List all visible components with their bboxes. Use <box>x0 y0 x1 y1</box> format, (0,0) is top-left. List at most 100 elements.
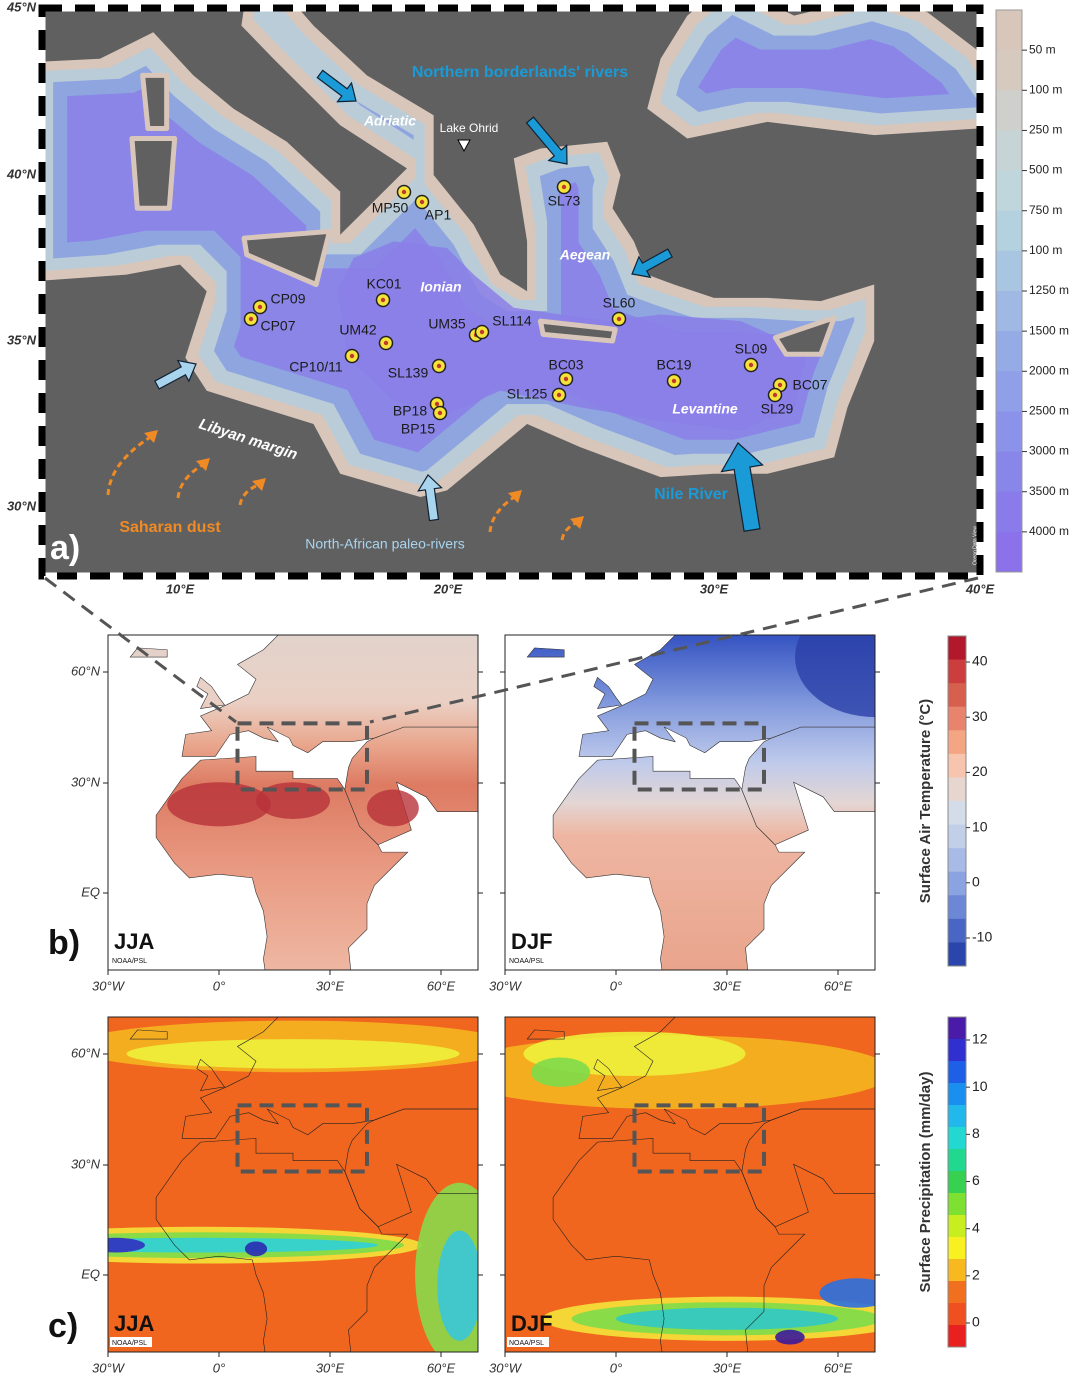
map <box>108 1017 478 1352</box>
depth-label: 100 m <box>1029 243 1062 257</box>
site-core <box>380 297 386 303</box>
lon-label: 20°E <box>433 581 463 596</box>
lat-label: 60°N <box>71 663 101 678</box>
dust-arrow-head <box>196 458 210 471</box>
lat-label: 30°N <box>71 1156 101 1171</box>
panel-label: b) <box>48 924 80 962</box>
colorbar-band <box>948 871 966 896</box>
precip-blob <box>616 1307 838 1330</box>
map <box>108 635 478 970</box>
depth-label: 500 m <box>1029 163 1062 177</box>
colorbar-label: 20 <box>972 763 988 779</box>
colorbar-band <box>948 918 966 943</box>
arrow <box>720 442 764 532</box>
colorbar-title: Surface Air Temperature (°C) <box>917 699 934 903</box>
source-label: NOAA/PSL <box>112 958 147 965</box>
land-temperature <box>741 726 875 846</box>
site-label: SL73 <box>548 193 581 209</box>
colorbar-band <box>948 895 966 920</box>
depth-band <box>996 10 1022 51</box>
study-box <box>235 1103 369 1174</box>
dust-arrow <box>488 494 517 533</box>
site-label: BC19 <box>656 357 691 373</box>
colorbar-band <box>948 824 966 849</box>
site-core <box>777 382 783 388</box>
colorbar-band <box>948 730 966 755</box>
lon-label: 0° <box>213 1360 225 1375</box>
lon-label: 10°E <box>166 581 195 596</box>
precip-blob <box>819 1278 875 1308</box>
colorbar-label: 8 <box>972 1125 980 1141</box>
lon-label: 60°E <box>824 1360 853 1375</box>
annotation: Nile River <box>654 486 728 503</box>
hot-spot <box>367 789 419 827</box>
site-core <box>349 353 355 359</box>
site-label: MP50 <box>372 200 409 216</box>
site-label: SL29 <box>761 401 794 417</box>
dust-arrow-head <box>252 478 266 491</box>
lon-label: 30°W <box>489 1360 523 1375</box>
site-label: SL125 <box>507 386 548 402</box>
coastline <box>593 1058 623 1091</box>
land-temperature <box>196 676 226 709</box>
depth-label: 3500 m <box>1029 484 1069 498</box>
colorbar-band <box>948 1325 966 1348</box>
panel-label: a) <box>50 529 80 567</box>
lon-label: 0° <box>610 1360 622 1375</box>
season-label: DJF <box>511 1311 553 1336</box>
colorbar-label: 2 <box>972 1267 980 1283</box>
lon-label: 30°E <box>713 1360 742 1375</box>
panel-label: c) <box>48 1307 78 1345</box>
lat-label: 35°N <box>7 332 37 347</box>
lon-label: 30°W <box>92 978 126 993</box>
site-label: SL60 <box>603 295 636 311</box>
depth-band <box>996 50 1022 91</box>
colorbar-band <box>948 753 966 778</box>
lon-label: 40°E <box>965 581 995 596</box>
depth-label: 4000 m <box>1029 524 1069 538</box>
precip-blob <box>108 1237 379 1253</box>
source-label: NOAA/PSL <box>509 958 544 965</box>
site-core <box>419 199 425 205</box>
lon-label: 30°E <box>316 1360 345 1375</box>
zoom-line <box>369 576 979 724</box>
site-core <box>437 410 443 416</box>
land-temperature <box>593 676 623 709</box>
lon-label: 0° <box>610 978 622 993</box>
depth-label: 250 m <box>1029 123 1062 137</box>
colorbar-band <box>948 1061 966 1084</box>
coastline <box>526 1029 565 1040</box>
site-core <box>248 316 254 322</box>
colorbar-band <box>948 1127 966 1150</box>
map-frame <box>107 634 479 971</box>
site-label: CP09 <box>270 291 305 307</box>
dust-arrow <box>106 434 153 496</box>
colorbar-band <box>948 1149 966 1172</box>
colorbar-label: 30 <box>972 708 988 724</box>
precip-blob <box>530 1057 591 1087</box>
map-a <box>42 8 980 576</box>
site-core <box>561 184 567 190</box>
lat-label: 45°N <box>6 0 37 14</box>
study-box <box>235 721 369 792</box>
source-label: NOAA/PSL <box>112 1340 147 1347</box>
site-label: BP15 <box>401 421 435 437</box>
colorbar-label: 4 <box>972 1219 980 1235</box>
colorbar-band <box>948 636 966 661</box>
dust-arrow <box>176 462 205 499</box>
annotation: Ionian <box>420 279 461 295</box>
precip-blob <box>108 1237 145 1253</box>
lon-label: 60°E <box>427 978 456 993</box>
precip-blob <box>126 1039 460 1069</box>
precip-blob <box>775 1329 805 1345</box>
island <box>537 318 618 344</box>
colorbar-band <box>948 1171 966 1194</box>
dust-arrow-head <box>144 430 158 443</box>
site-core <box>748 362 754 368</box>
island <box>772 315 837 357</box>
coastline <box>181 1017 478 1139</box>
depth-band <box>996 170 1022 212</box>
depth-label: 50 m <box>1029 42 1056 56</box>
coastline <box>552 1138 806 1352</box>
